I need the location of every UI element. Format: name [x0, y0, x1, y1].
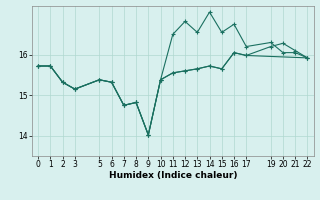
X-axis label: Humidex (Indice chaleur): Humidex (Indice chaleur) [108, 171, 237, 180]
